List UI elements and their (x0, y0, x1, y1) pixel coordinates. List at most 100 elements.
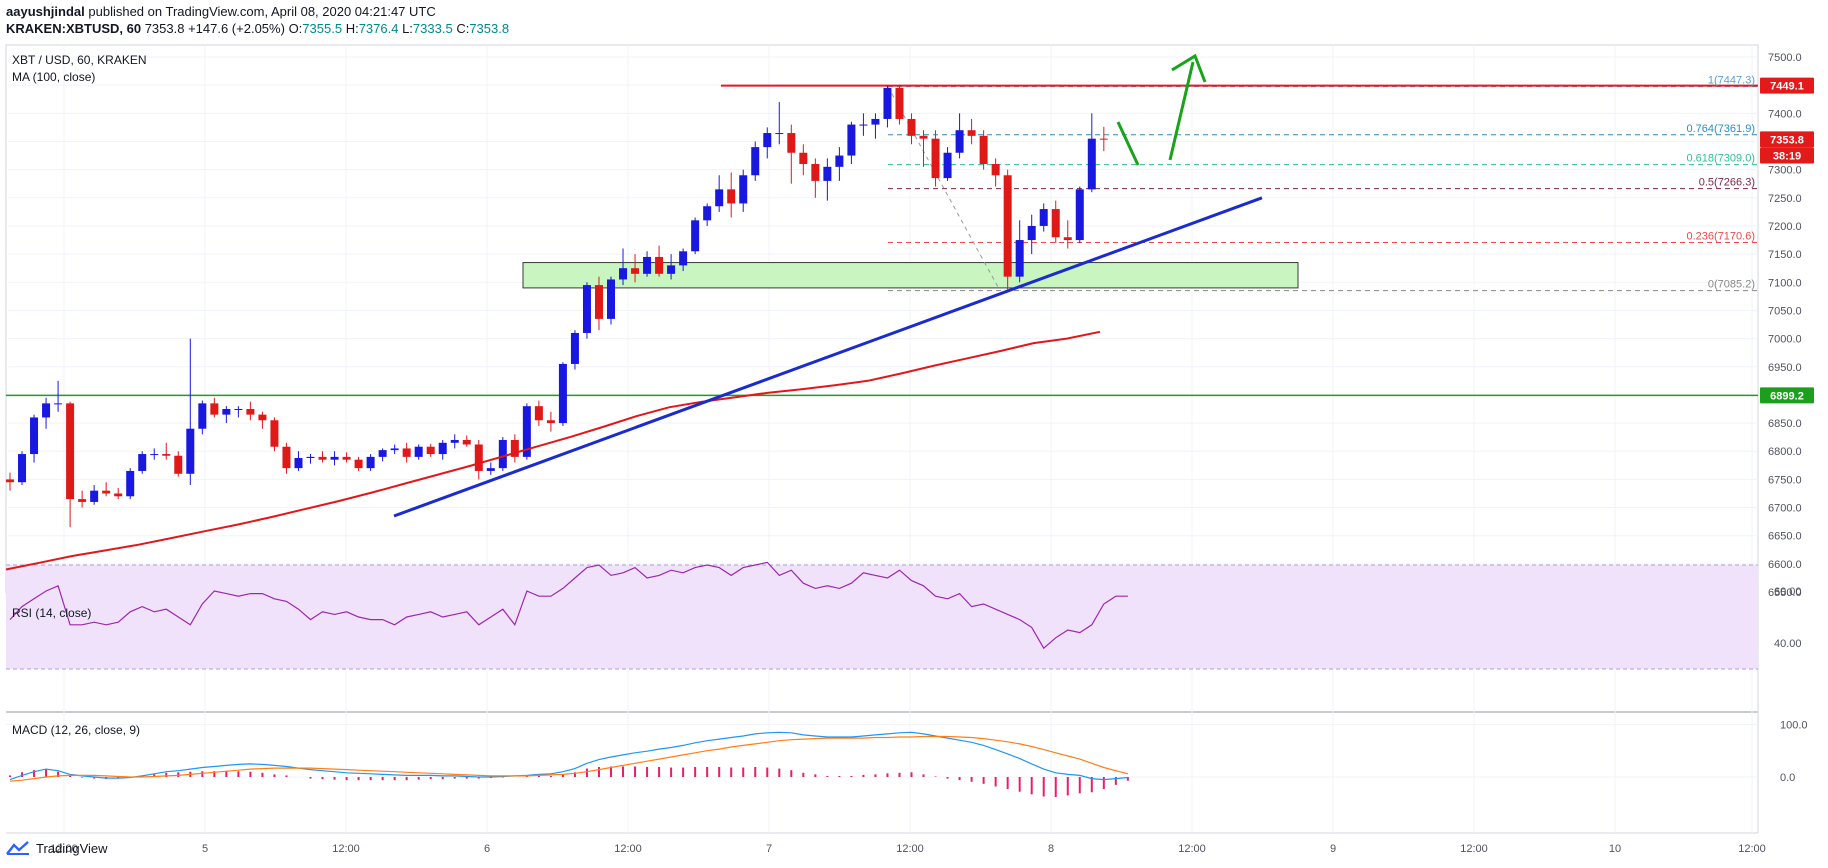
candle (534, 400, 543, 426)
candle-body (799, 152, 808, 165)
candle (558, 362, 567, 426)
candle (114, 487, 123, 500)
candle-body (114, 493, 123, 497)
y-tick-label: 7200.0 (1768, 221, 1802, 233)
rsi-line (9, 561, 1128, 650)
candle-body (174, 455, 183, 474)
candle-body (703, 206, 712, 221)
candle (390, 444, 399, 455)
candle-body (306, 456, 315, 458)
y-tick-label: 7300.0 (1768, 165, 1802, 177)
candle (655, 245, 664, 277)
close-label: C: (456, 21, 470, 36)
candle (607, 276, 615, 325)
candle-body (18, 454, 27, 483)
candle (1003, 169, 1012, 291)
candle-body (438, 442, 447, 455)
candle (270, 417, 279, 452)
candle-body (775, 133, 784, 135)
candle-body (967, 130, 976, 136)
candle-body (342, 456, 351, 460)
fib-level-label: 0(7085.2) (1708, 279, 1755, 291)
candle-body (955, 130, 964, 153)
candle (703, 203, 712, 226)
x-tick-label: 12:00 (1738, 843, 1766, 855)
candle (1063, 220, 1072, 249)
candle-body (859, 124, 868, 126)
candle-body (150, 454, 159, 456)
y-tick-label: 6550.0 (1768, 587, 1802, 599)
candle-body (222, 409, 231, 415)
symbol-line: KRAKEN:XBTUSD, 60 (6, 21, 142, 36)
candle-body (54, 403, 63, 405)
candle (102, 482, 111, 497)
candle-body (474, 444, 483, 471)
candle-body (1027, 225, 1036, 241)
fib-level-label: 0.5(7266.3) (1699, 177, 1755, 189)
candle-body (42, 403, 51, 418)
price-badge-label: 7449.1 (1770, 81, 1804, 93)
candle (895, 85, 904, 125)
candle (799, 144, 808, 176)
candle-body (823, 166, 832, 181)
candle (426, 443, 435, 457)
candle (691, 217, 700, 255)
candle (378, 448, 387, 462)
candle-body (378, 450, 387, 457)
candle-body (643, 256, 652, 274)
candle (414, 444, 423, 460)
candle-body (282, 446, 291, 469)
price-badge-box (1760, 147, 1814, 164)
x-tick-label: 9 (1330, 843, 1336, 855)
candle (594, 276, 603, 331)
candle-body (943, 152, 952, 179)
candle (787, 124, 796, 184)
candle-body (667, 265, 676, 274)
tradingview-footer[interactable]: TradingView (6, 840, 108, 856)
published-text: published on TradingView.com, April 08, … (88, 4, 436, 19)
candle-body (294, 457, 303, 469)
fib-diagonal (887, 86, 1001, 291)
candle-body (1003, 175, 1012, 277)
candle (510, 434, 519, 463)
candle (1015, 220, 1024, 283)
fib-level-label: 0.236(7170.6) (1687, 231, 1756, 243)
candle (871, 113, 880, 139)
x-tick-label: 6 (484, 843, 490, 855)
candle (835, 147, 844, 181)
candle (943, 147, 952, 181)
candle (162, 442, 171, 460)
candle (991, 158, 1000, 187)
price-badge-box (1760, 387, 1814, 404)
candle-body (991, 164, 1000, 176)
candle-body (486, 468, 495, 471)
x-tick-label: 10 (1609, 843, 1621, 855)
candle (210, 397, 219, 418)
candle (751, 141, 760, 181)
x-tick-label: 12:00 (1178, 843, 1206, 855)
x-tick-label: 12:00 (614, 843, 642, 855)
publisher-name[interactable]: aayushjindal (6, 4, 85, 19)
candle-body (871, 118, 880, 125)
candle (931, 130, 940, 187)
candle (1027, 214, 1036, 255)
candle (6, 472, 14, 491)
y-tick-label: 6700.0 (1768, 503, 1802, 515)
y-tick-label: 6600.0 (1768, 559, 1802, 571)
fib-level-label: 0.618(7309.0) (1687, 153, 1756, 165)
candle (727, 172, 736, 218)
candle-body (330, 456, 339, 460)
candle (739, 169, 748, 212)
price-badge: 7353.8 (1760, 131, 1814, 148)
y-tick-label: 6750.0 (1768, 474, 1802, 486)
candle-body (883, 87, 892, 119)
price-badge-label: 6899.2 (1770, 390, 1804, 402)
candle-body (66, 403, 75, 500)
y-tick-label: 7000.0 (1768, 334, 1802, 346)
candle-body (510, 439, 519, 457)
candle-body (402, 448, 411, 457)
price-badge-label: 38:19 (1773, 151, 1801, 163)
chart-header: aayushjindal published on TradingView.co… (6, 3, 509, 37)
y-tick-label: 7250.0 (1768, 193, 1802, 205)
